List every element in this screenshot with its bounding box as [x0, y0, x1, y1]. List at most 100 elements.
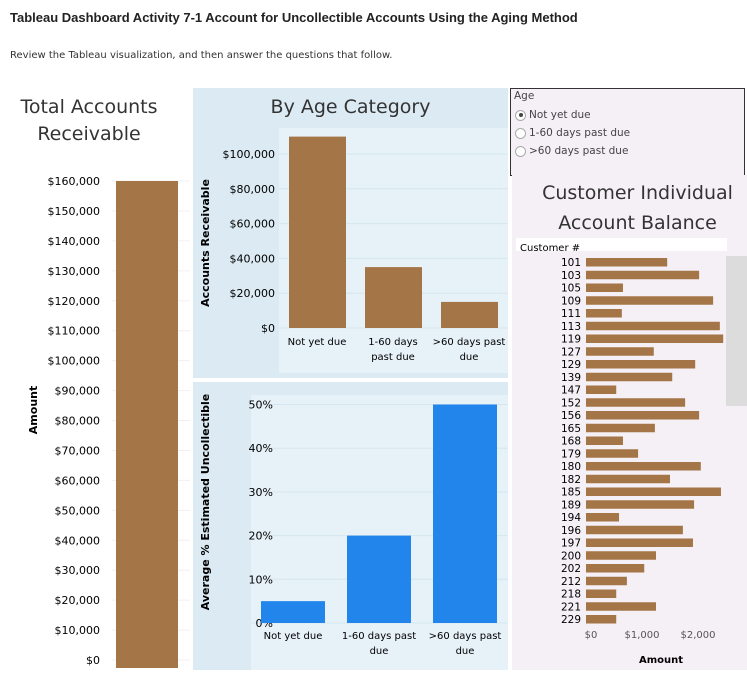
customer-label: 101 [561, 257, 581, 269]
bar-1 [365, 267, 422, 328]
y-axis-title: Customer # [520, 243, 580, 254]
customer-bar [586, 411, 700, 420]
y-tick-label: $40,000 [230, 252, 276, 265]
y-tick-label: $70,000 [55, 444, 101, 457]
customer-bar [586, 474, 670, 484]
customer-bar [586, 551, 656, 560]
x-axis-title: Amount [639, 655, 683, 666]
y-tick-label: $30,000 [55, 564, 101, 577]
customer-bar [586, 436, 623, 445]
customer-panel [512, 175, 747, 670]
customer-bar [586, 525, 683, 535]
x-tick-label: past due [371, 352, 415, 363]
customer-bar [586, 449, 639, 458]
x-tick-label: >60 days past [429, 631, 502, 642]
y-tick-label: $60,000 [230, 218, 276, 231]
age-option-not-yet-due[interactable]: Not yet due [511, 106, 744, 124]
y-tick-label: $0 [86, 654, 100, 667]
by-age-chart: $0 $20,000 $40,000 $60,000 $80,000 $100,000 No… [199, 128, 508, 373]
y-axis-title: Average % Estimated Uncollectible [199, 394, 212, 611]
customer-label: 129 [561, 359, 581, 371]
radio-icon[interactable] [515, 145, 526, 157]
customer-bar [586, 615, 617, 624]
y-tick-label: 40% [249, 442, 273, 455]
by-age-title: By Age Category [270, 96, 431, 118]
y-tick-label: $20,000 [230, 287, 276, 300]
customer-label: 152 [561, 397, 581, 409]
customer-label: 180 [561, 461, 581, 473]
y-tick-label: $110,000 [48, 325, 101, 338]
customer-label: 139 [561, 372, 581, 384]
customer-label: 111 [561, 308, 581, 320]
customer-bar [586, 360, 696, 369]
age-option-over-60[interactable]: >60 days past due [511, 142, 744, 160]
y-tick-label: $10,000 [55, 624, 101, 637]
bar-2 [433, 404, 497, 623]
y-tick-label: $150,000 [48, 205, 101, 218]
customer-label: 147 [561, 385, 581, 397]
radio-icon[interactable] [515, 127, 526, 139]
option-label: >60 days past due [529, 145, 629, 157]
customer-title: Customer Individual Account Balance [542, 182, 733, 234]
customer-bar [586, 500, 695, 509]
customer-bar [586, 296, 714, 305]
customer-bar [586, 589, 617, 598]
customer-bar [586, 258, 668, 267]
x-tick-label: Not yet due [264, 631, 323, 642]
customer-bar [586, 283, 623, 292]
customer-label: 113 [561, 321, 581, 333]
customer-label: 182 [561, 474, 581, 486]
customer-label: 165 [561, 423, 581, 435]
customer-label: 179 [561, 448, 581, 460]
customer-bar [586, 462, 701, 471]
customer-label: 197 [561, 538, 581, 550]
bar-0 [261, 601, 325, 623]
y-tick-label: $160,000 [48, 175, 101, 188]
page-subtitle: Review the Tableau visualization, and th… [10, 50, 393, 61]
y-tick-label: 10% [249, 573, 273, 586]
y-tick-label: $140,000 [48, 235, 101, 248]
customer-label: 229 [561, 614, 581, 626]
customer-bar [586, 270, 700, 280]
y-tick-label: $130,000 [48, 265, 101, 278]
customer-label: 202 [561, 563, 581, 575]
customer-bar [586, 334, 724, 343]
y-tick-label: 20% [249, 530, 273, 543]
y-tick-label: $50,000 [55, 504, 101, 517]
customer-label: 105 [561, 283, 581, 295]
x-tick-label: Not yet due [288, 337, 347, 348]
page-title: Tableau Dashboard Activity 7-1 Account f… [10, 10, 578, 25]
customer-bar [586, 321, 720, 331]
customer-bar [586, 309, 622, 318]
customer-label: 189 [561, 499, 581, 511]
y-tick-label: $20,000 [55, 594, 101, 607]
customer-bar [586, 513, 620, 522]
customer-label: 218 [561, 589, 581, 601]
total-ar-chart: $0 $10,000 $20,000 $30,000 $40,000 $50,000 $60… [27, 175, 190, 668]
y-tick-label: 30% [249, 486, 273, 499]
y-tick-label: 50% [249, 399, 273, 412]
customer-label: 185 [561, 487, 581, 499]
x-tick-label: due [460, 352, 479, 363]
customer-label: 194 [561, 512, 581, 524]
y-tick-label: $80,000 [230, 183, 276, 196]
bar-0 [289, 136, 346, 328]
customer-bar [586, 538, 693, 547]
y-axis-title: Amount [27, 386, 40, 434]
customer-bar [586, 487, 721, 496]
x-tick-label: $2,000 [681, 630, 716, 641]
scrollbar[interactable] [726, 256, 747, 406]
x-tick-label: $1,000 [625, 630, 660, 641]
age-option-1-60[interactable]: 1-60 days past due [511, 124, 744, 142]
radio-selected-icon[interactable] [515, 109, 526, 121]
y-tick-label: $100,000 [48, 355, 101, 368]
customer-bar [586, 564, 645, 573]
customer-label: 103 [561, 270, 581, 282]
y-tick-label: $60,000 [55, 474, 101, 487]
x-tick-label: due [370, 646, 389, 657]
y-tick-label: $40,000 [55, 534, 101, 547]
bar-1 [347, 535, 411, 623]
y-tick-label: $100,000 [223, 148, 276, 161]
customer-bar [586, 423, 655, 433]
bar-total [116, 181, 178, 668]
